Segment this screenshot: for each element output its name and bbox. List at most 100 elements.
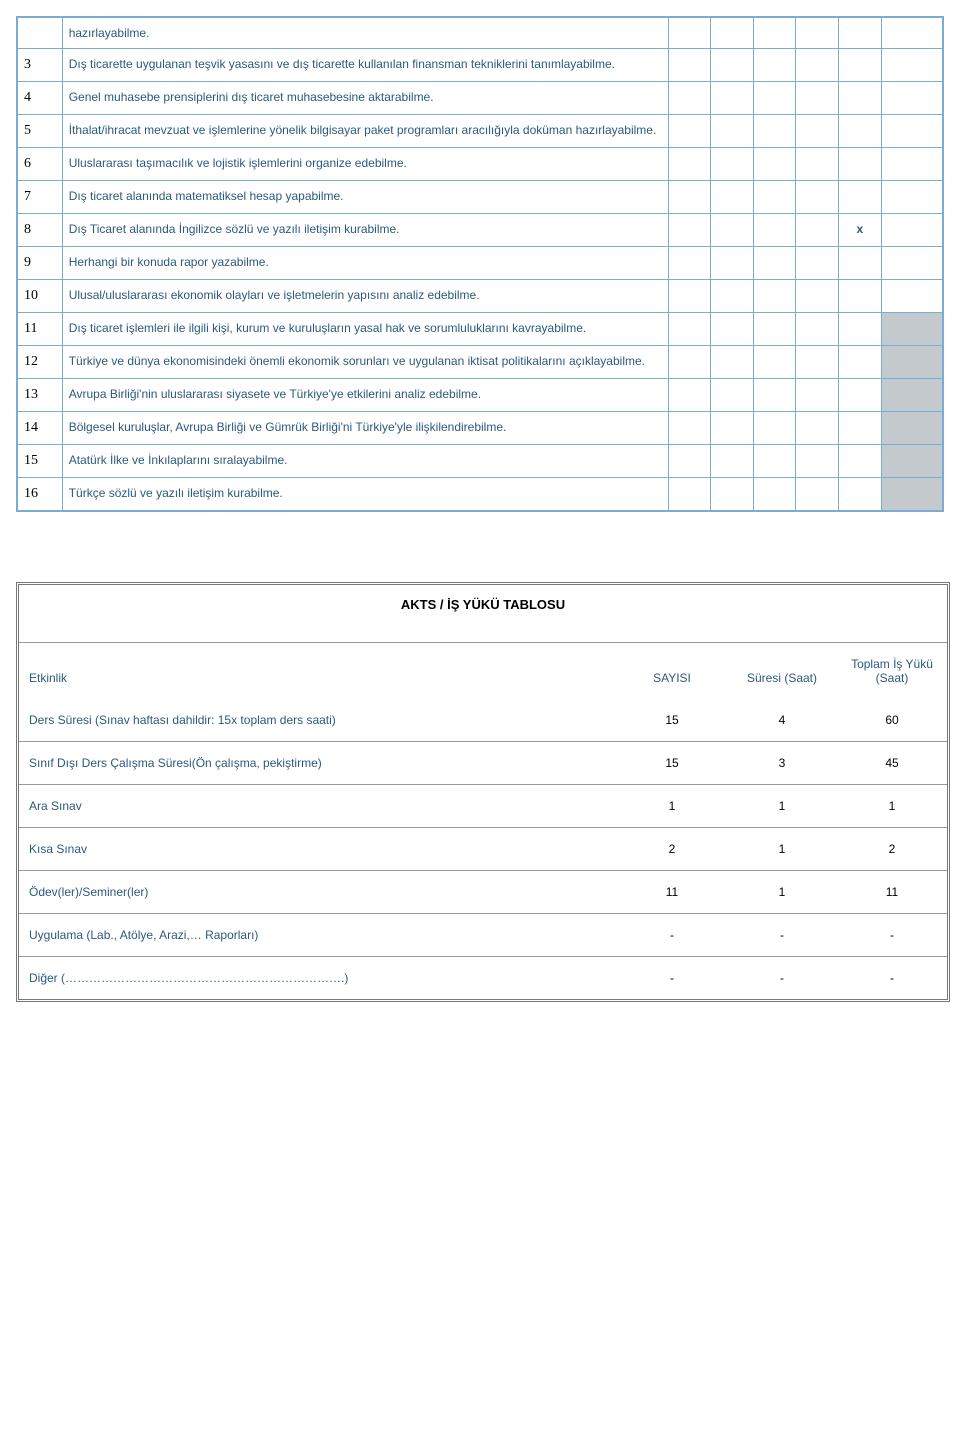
akts-table-wrapper: AKTS / İŞ YÜKÜ TABLOSU Etkinlik SAYISI S… (16, 582, 950, 1002)
outcome-desc: Türkiye ve dünya ekonomisindeki önemli e… (62, 346, 668, 379)
table-row: 15Atatürk İlke ve İnkılaplarını sıralaya… (17, 445, 943, 478)
mark-cell (668, 346, 711, 379)
akts-count: 1 (617, 785, 727, 828)
akts-activity-label: Diğer (…………………………………………………………….) (19, 957, 617, 1000)
mark-cell (668, 214, 711, 247)
mark-cell (711, 412, 754, 445)
outcome-desc: Dış Ticaret alanında İngilizce sözlü ve … (62, 214, 668, 247)
table-row: 5İthalat/ihracat mevzuat ve işlemlerine … (17, 115, 943, 148)
mark-cell (796, 313, 839, 346)
outcome-number: 5 (17, 115, 62, 148)
mark-cell (753, 445, 796, 478)
mark-cell (881, 445, 943, 478)
mark-cell (668, 115, 711, 148)
akts-total: - (837, 914, 947, 957)
akts-activity-label: Ara Sınav (19, 785, 617, 828)
outcome-number: 15 (17, 445, 62, 478)
akts-count: 11 (617, 871, 727, 914)
outcome-desc: Ulusal/uluslararası ekonomik olayları ve… (62, 280, 668, 313)
outcome-desc: Avrupa Birliği'nin uluslararası siyasete… (62, 379, 668, 412)
mark-cell (881, 49, 943, 82)
mark-cell (839, 181, 882, 214)
mark-cell (711, 478, 754, 512)
table-row: 13Avrupa Birliği'nin uluslararası siyase… (17, 379, 943, 412)
mark-cell (753, 379, 796, 412)
table-row: 7Dış ticaret alanında matematiksel hesap… (17, 181, 943, 214)
mark-cell (796, 379, 839, 412)
outcome-number: 16 (17, 478, 62, 512)
akts-count: - (617, 957, 727, 1000)
mark-cell (668, 412, 711, 445)
table-row: Ara Sınav111 (19, 785, 947, 828)
mark-cell (881, 148, 943, 181)
table-row: 8Dış Ticaret alanında İngilizce sözlü ve… (17, 214, 943, 247)
table-row: 14Bölgesel kuruluşlar, Avrupa Birliği ve… (17, 412, 943, 445)
mark-cell (839, 49, 882, 82)
akts-duration: - (727, 914, 837, 957)
mark-cell (796, 478, 839, 512)
mark-cell (839, 478, 882, 512)
akts-duration: 1 (727, 785, 837, 828)
table-row: Ders Süresi (Sınav haftası dahildir: 15x… (19, 699, 947, 742)
table-row: Uygulama (Lab., Atölye, Arazi,… Raporlar… (19, 914, 947, 957)
mark-cell (668, 181, 711, 214)
mark-cell (796, 346, 839, 379)
mark-cell (668, 247, 711, 280)
table-row: Kısa Sınav212 (19, 828, 947, 871)
akts-total: 2 (837, 828, 947, 871)
outcome-desc: Herhangi bir konuda rapor yazabilme. (62, 247, 668, 280)
mark-cell (753, 17, 796, 49)
akts-total: 11 (837, 871, 947, 914)
akts-header-duration: Süresi (Saat) (727, 643, 837, 699)
mark-cell (753, 247, 796, 280)
mark-cell (881, 313, 943, 346)
mark-cell (753, 412, 796, 445)
outcome-number: 12 (17, 346, 62, 379)
mark-cell (839, 379, 882, 412)
mark-cell (668, 82, 711, 115)
mark-cell (711, 148, 754, 181)
akts-total: 60 (837, 699, 947, 742)
mark-cell (668, 17, 711, 49)
mark-cell (753, 115, 796, 148)
akts-title: AKTS / İŞ YÜKÜ TABLOSU (19, 585, 947, 643)
akts-count: 15 (617, 699, 727, 742)
akts-duration: 1 (727, 828, 837, 871)
mark-cell (796, 214, 839, 247)
mark-cell (881, 115, 943, 148)
outcome-number: 7 (17, 181, 62, 214)
mark-cell (668, 49, 711, 82)
mark-cell (796, 280, 839, 313)
mark-cell (881, 412, 943, 445)
akts-total: - (837, 957, 947, 1000)
mark-cell (753, 181, 796, 214)
outcome-number: 3 (17, 49, 62, 82)
mark-cell (711, 247, 754, 280)
mark-cell (839, 346, 882, 379)
mark-cell (796, 148, 839, 181)
mark-cell (711, 17, 754, 49)
mark-cell (668, 445, 711, 478)
outcome-number: 8 (17, 214, 62, 247)
mark-cell (668, 379, 711, 412)
akts-duration: 3 (727, 742, 837, 785)
mark-cell (796, 82, 839, 115)
mark-cell (796, 412, 839, 445)
mark-cell (753, 478, 796, 512)
akts-total: 1 (837, 785, 947, 828)
table-row: 9Herhangi bir konuda rapor yazabilme. (17, 247, 943, 280)
mark-cell (839, 313, 882, 346)
akts-header-total: Toplam İş Yükü (Saat) (837, 643, 947, 699)
mark-cell (881, 478, 943, 512)
mark-cell (753, 49, 796, 82)
outcome-number: 6 (17, 148, 62, 181)
outcome-desc: Dış ticaret işlemleri ile ilgili kişi, k… (62, 313, 668, 346)
outcome-desc: Dış ticarette uygulanan teşvik yasasını … (62, 49, 668, 82)
mark-cell (839, 280, 882, 313)
akts-table: Etkinlik SAYISI Süresi (Saat) Toplam İş … (19, 643, 947, 999)
mark-cell (753, 82, 796, 115)
akts-duration: 4 (727, 699, 837, 742)
mark-cell: x (839, 214, 882, 247)
mark-cell (711, 280, 754, 313)
mark-cell (711, 379, 754, 412)
